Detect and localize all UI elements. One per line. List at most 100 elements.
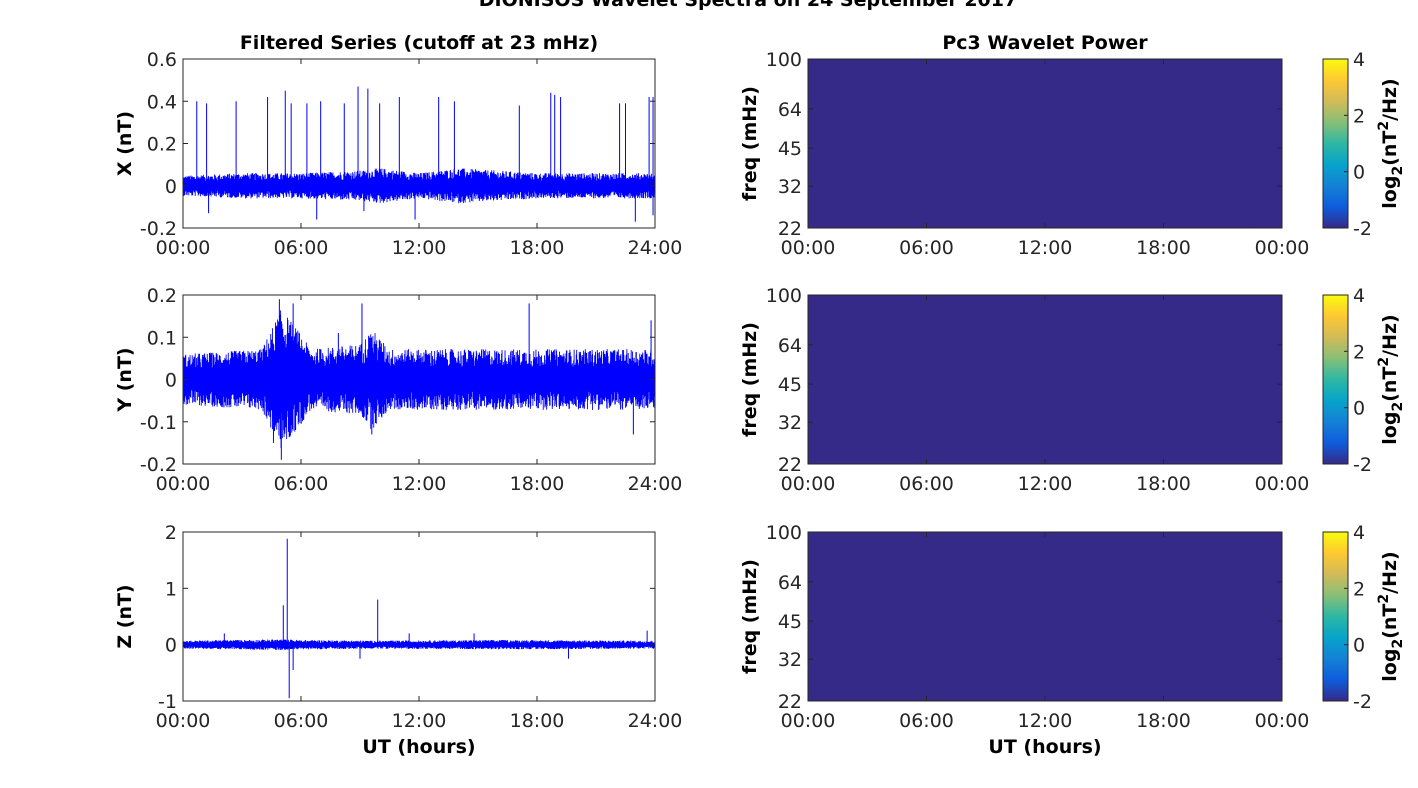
y-tick-label: 0.2 [147, 285, 177, 307]
y-tick-label: 45 [778, 374, 802, 396]
y-tick-label: 1 [165, 578, 177, 600]
wavelet-power-feature [902, 441, 904, 464]
y-axis-label: X (nT) [114, 111, 136, 176]
y-axis-label: Z (nT) [114, 584, 136, 648]
colorbar-label: log2(nT2/Hz) [1376, 551, 1406, 681]
wavelet-power-map [808, 295, 1282, 464]
y-tick-label: 32 [778, 412, 802, 434]
colorbar-tick-label: 0 [1353, 162, 1365, 184]
y-tick-label: 32 [778, 649, 802, 671]
colorbar-tick-label: -2 [1353, 454, 1372, 476]
colorbar [1322, 531, 1349, 702]
y-tick-label: 45 [778, 138, 802, 160]
x-series-panel: 00:00 06:00 12:00 18:00 24:00 -0.2 0 0.2 0.4 0.6 F… [114, 32, 682, 259]
x-tick-label: 18:00 [1136, 237, 1191, 259]
x-tick-label: 06:00 [274, 237, 329, 259]
wavelet-power-map [808, 59, 1282, 228]
series-line [183, 168, 655, 204]
y-tick-label: 0.6 [147, 49, 177, 71]
y-tick-label: 0.4 [147, 91, 177, 113]
y-tick-label: 22 [778, 218, 802, 240]
panel-title: Pc3 Wavelet Power [942, 32, 1148, 54]
y-tick-label: 0.2 [147, 134, 177, 156]
series-plot-area [183, 86, 655, 222]
x-tick-label: 06:00 [899, 710, 954, 732]
y-axis-label: freq (mHz) [739, 86, 761, 201]
figure-title: DIONISOS Wavelet Spectra on 24 September… [479, 0, 1017, 11]
y-tick-label: 64 [778, 572, 802, 594]
x-tick-label: 18:00 [1136, 710, 1191, 732]
y-axis-label: freq (mHz) [739, 559, 761, 674]
y-tick-label: 64 [778, 99, 802, 121]
series-plot-area [183, 538, 655, 699]
y-wavelet-panel: 00:00 06:00 12:00 18:00 00:0022324564100freq… [739, 285, 1406, 495]
series-line [183, 310, 655, 448]
panel-title: Filtered Series (cutoff at 23 mHz) [240, 32, 598, 54]
x-tick-label: 06:00 [899, 237, 954, 259]
x-tick-label: 18:00 [510, 473, 565, 495]
x-tick-label: 18:00 [1136, 473, 1191, 495]
x-tick-label: 18:00 [510, 237, 565, 259]
x-tick-label: 00:00 [781, 237, 836, 259]
y-tick-label: 22 [778, 454, 802, 476]
y-tick-label: 45 [778, 611, 802, 633]
y-tick-label: 22 [778, 691, 802, 713]
x-tick-label: 00:00 [156, 473, 211, 495]
y-tick-label: -0.1 [140, 412, 177, 434]
y-tick-label: 32 [778, 176, 802, 198]
colorbar-tick-label: 2 [1353, 341, 1365, 363]
y-tick-label: 100 [766, 522, 802, 544]
colorbar-tick-label: 2 [1353, 578, 1365, 600]
y-series-panel: 00:00 06:00 12:00 18:00 24:00 -0.2 -0.1 0 0.1 0.2… [114, 285, 682, 495]
axes-frame [182, 58, 656, 229]
x-tick-label: 00:00 [1255, 710, 1310, 732]
colorbar-label: log2(nT2/Hz) [1376, 78, 1406, 208]
x-axis-label: UT (hours) [362, 736, 475, 758]
x-tick-label: 00:00 [781, 710, 836, 732]
x-axis-label: UT (hours) [988, 736, 1101, 758]
x-tick-label: 00:00 [156, 710, 211, 732]
colorbar-tick-label: -2 [1353, 691, 1372, 713]
colorbar-tick-label: 0 [1353, 635, 1365, 657]
wavelet-power-feature [915, 433, 918, 464]
series-plot-area [183, 299, 655, 460]
wavelet-power-map [808, 532, 1282, 701]
x-tick-label: 06:00 [274, 710, 329, 732]
y-tick-label: 100 [766, 49, 802, 71]
y-tick-label: 2 [165, 522, 177, 544]
y-tick-label: 0 [165, 176, 177, 198]
y-tick-label: 0 [165, 370, 177, 392]
x-tick-label: 00:00 [781, 473, 836, 495]
x-tick-label: 00:00 [1255, 237, 1310, 259]
y-axis-label: Y (nT) [114, 347, 136, 412]
x-tick-label: 12:00 [392, 237, 447, 259]
x-wavelet-panel: 00:00 06:00 12:00 18:00 00:0022324564100Pc3 … [739, 32, 1406, 259]
x-tick-label: 06:00 [899, 473, 954, 495]
colorbar-tick-label: 4 [1353, 285, 1365, 307]
x-tick-label: 00:00 [1255, 473, 1310, 495]
colorbar [1322, 294, 1349, 465]
colorbar-tick-label: 2 [1353, 105, 1365, 127]
x-tick-label: 18:00 [510, 710, 565, 732]
y-tick-label: 0.1 [147, 327, 177, 349]
z-series-panel: 00:00 06:00 12:00 18:00 24:00 -1 0 1 2 UT (hours)… [114, 522, 682, 758]
y-axis-label: freq (mHz) [739, 322, 761, 437]
colorbar-tick-label: -2 [1353, 218, 1372, 240]
colorbar-tick-label: 4 [1353, 522, 1365, 544]
x-tick-label: 24:00 [628, 710, 683, 732]
axes-frame [182, 531, 656, 702]
x-tick-label: 24:00 [628, 473, 683, 495]
wavelet-power-feature [1255, 205, 1258, 228]
colorbar-tick-label: 0 [1353, 398, 1365, 420]
x-tick-label: 06:00 [274, 473, 329, 495]
y-tick-label: -0.2 [140, 454, 177, 476]
series-line [183, 639, 655, 650]
y-tick-label: 100 [766, 285, 802, 307]
x-tick-label: 00:00 [156, 237, 211, 259]
y-tick-label: 64 [778, 335, 802, 357]
x-tick-label: 12:00 [392, 710, 447, 732]
y-tick-label: -0.2 [140, 218, 177, 240]
colorbar-tick-label: 4 [1353, 49, 1365, 71]
